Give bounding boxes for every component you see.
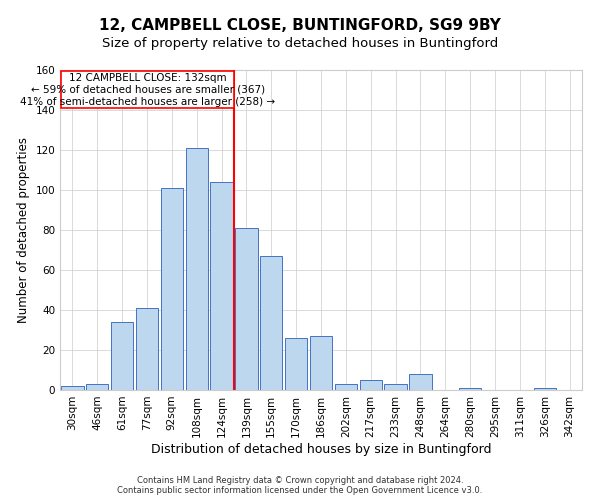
Bar [136, 308, 158, 390]
Text: 41% of semi-detached houses are larger (258) →: 41% of semi-detached houses are larger (… [20, 97, 275, 107]
Text: 12, CAMPBELL CLOSE, BUNTINGFORD, SG9 9BY: 12, CAMPBELL CLOSE, BUNTINGFORD, SG9 9BY [99, 18, 501, 32]
Bar [260, 256, 283, 390]
Bar [211, 182, 233, 390]
Bar [385, 384, 407, 390]
Bar [335, 384, 357, 390]
Bar [86, 384, 109, 390]
Bar [61, 386, 83, 390]
Bar [409, 374, 431, 390]
Bar [185, 148, 208, 390]
Text: Size of property relative to detached houses in Buntingford: Size of property relative to detached ho… [102, 38, 498, 51]
Bar [61, 71, 234, 108]
Y-axis label: Number of detached properties: Number of detached properties [17, 137, 30, 323]
Bar [285, 338, 307, 390]
Bar [310, 336, 332, 390]
Bar [161, 188, 183, 390]
Text: ← 59% of detached houses are smaller (367): ← 59% of detached houses are smaller (36… [31, 84, 265, 94]
Bar [111, 322, 133, 390]
Text: 12 CAMPBELL CLOSE: 132sqm: 12 CAMPBELL CLOSE: 132sqm [69, 73, 226, 83]
Bar [235, 228, 257, 390]
X-axis label: Distribution of detached houses by size in Buntingford: Distribution of detached houses by size … [151, 442, 491, 456]
Bar [533, 388, 556, 390]
Bar [359, 380, 382, 390]
Bar [459, 388, 481, 390]
Text: Contains HM Land Registry data © Crown copyright and database right 2024.
Contai: Contains HM Land Registry data © Crown c… [118, 476, 482, 495]
